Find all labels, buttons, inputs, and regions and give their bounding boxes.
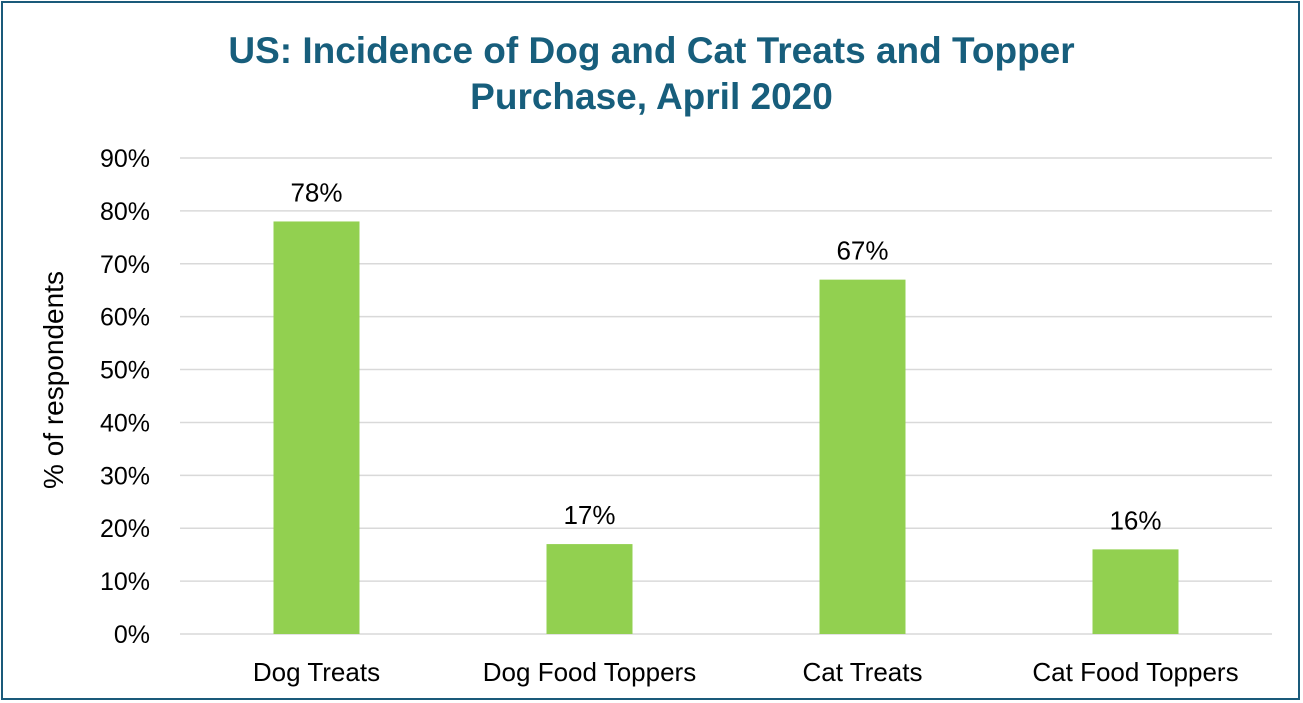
data-label: 16% bbox=[1109, 505, 1161, 535]
y-tick-label: 20% bbox=[100, 515, 150, 543]
bars bbox=[273, 221, 1179, 634]
data-label: 17% bbox=[563, 500, 615, 530]
bar-dog-treats bbox=[273, 221, 360, 634]
bar-cat-treats bbox=[819, 279, 906, 634]
chart-title-line-2: Purchase, April 2020 bbox=[470, 76, 833, 117]
y-axis-label: % of respondents bbox=[38, 271, 69, 489]
y-tick-label: 40% bbox=[100, 409, 150, 437]
chart-title-line-1: US: Incidence of Dog and Cat Treats and … bbox=[228, 30, 1075, 71]
x-category-label: Dog Treats bbox=[253, 657, 380, 687]
y-tick-label: 80% bbox=[100, 198, 150, 226]
y-tick-label: 50% bbox=[100, 357, 150, 385]
y-axis-ticks: 0% 10% 20% 30% 40% 50% 60% 70% 80% 90% bbox=[100, 145, 150, 649]
gridlines bbox=[180, 157, 1272, 635]
bar-dog-food-toppers bbox=[546, 544, 633, 634]
x-category-label: Dog Food Toppers bbox=[483, 657, 696, 687]
x-category-label: Cat Food Toppers bbox=[1032, 657, 1238, 687]
y-tick-label: 0% bbox=[114, 621, 150, 649]
data-labels: 78% 17% 67% 16% bbox=[290, 177, 1161, 535]
chart-title: US: Incidence of Dog and Cat Treats and … bbox=[0, 28, 1303, 120]
y-tick-label: 60% bbox=[100, 304, 150, 332]
x-category-label: Cat Treats bbox=[803, 657, 923, 687]
y-tick-label: 90% bbox=[100, 145, 150, 173]
x-axis-categories: Dog Treats Dog Food Toppers Cat Treats Cat … bbox=[253, 657, 1239, 687]
data-label: 78% bbox=[290, 177, 342, 207]
data-label: 67% bbox=[836, 236, 888, 266]
y-tick-label: 10% bbox=[100, 568, 150, 596]
bar-cat-food-toppers bbox=[1092, 549, 1179, 634]
y-tick-label: 70% bbox=[100, 251, 150, 279]
y-tick-label: 30% bbox=[100, 462, 150, 490]
